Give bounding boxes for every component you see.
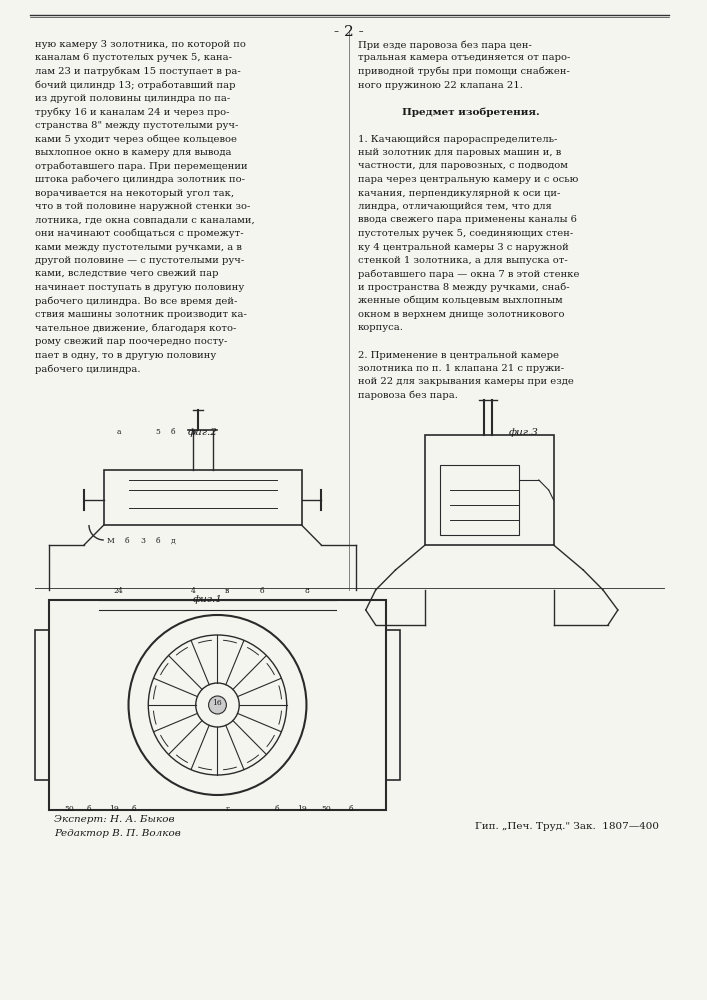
Text: 3: 3 — [141, 537, 146, 545]
Text: из другой половины цилиндра по па-: из другой половины цилиндра по па- — [35, 94, 230, 103]
Text: пает в одну, то в другую половину: пает в одну, то в другую половину — [35, 351, 216, 360]
Text: б: б — [259, 587, 264, 595]
Text: рабочего цилиндра. Во все время дей-: рабочего цилиндра. Во все время дей- — [35, 296, 237, 306]
Text: r: r — [226, 805, 229, 813]
Text: 24: 24 — [114, 587, 124, 595]
Text: ками между пустотелыми ручками, а в: ками между пустотелыми ручками, а в — [35, 242, 242, 251]
Text: 16: 16 — [213, 699, 223, 707]
Text: Гип. „Печ. Труд." Зак.  1807—400: Гип. „Печ. Труд." Зак. 1807—400 — [474, 822, 658, 831]
Text: в: в — [226, 587, 230, 595]
Text: рому свежий пар поочередно посту-: рому свежий пар поочередно посту- — [35, 337, 227, 346]
Text: бочий цилиндр 13; отработавший пар: бочий цилиндр 13; отработавший пар — [35, 81, 235, 90]
Text: а: а — [117, 428, 121, 436]
Text: ворачивается на некоторый угол так,: ворачивается на некоторый угол так, — [35, 188, 234, 198]
Text: штока рабочего цилиндра золотник по-: штока рабочего цилиндра золотник по- — [35, 175, 245, 184]
Text: б: б — [124, 537, 129, 545]
Text: 2. Применение в центральной камере: 2. Применение в центральной камере — [358, 351, 559, 360]
Text: и пространства 8 между ручками, снаб-: и пространства 8 между ручками, снаб- — [358, 283, 570, 292]
Text: Эксперт: Н. А. Быков: Эксперт: Н. А. Быков — [54, 815, 175, 824]
Text: ствия машины золотник производит ка-: ствия машины золотник производит ка- — [35, 310, 247, 319]
Text: ную камеру 3 золотника, по которой по: ную камеру 3 золотника, по которой по — [35, 40, 245, 49]
Text: странства 8" между пустотелыми руч-: странства 8" между пустотелыми руч- — [35, 121, 238, 130]
Text: фиг.3: фиг.3 — [509, 428, 539, 437]
Text: начинает поступать в другую половину: начинает поступать в другую половину — [35, 283, 244, 292]
Text: 5: 5 — [156, 428, 160, 436]
Text: тральная камера отъединяется от паро-: тральная камера отъединяется от паро- — [358, 53, 571, 62]
Text: паровоза без пара.: паровоза без пара. — [358, 391, 457, 400]
Text: б: б — [131, 805, 136, 813]
Text: б: б — [156, 537, 160, 545]
Text: стенкой 1 золотника, а для выпуска от-: стенкой 1 золотника, а для выпуска от- — [358, 256, 568, 265]
Text: лотника, где окна совпадали с каналами,: лотника, где окна совпадали с каналами, — [35, 216, 255, 225]
Text: корпуса.: корпуса. — [358, 324, 404, 332]
Bar — [440, 465, 519, 535]
Text: ный золотник для паровых машин и, в: ный золотник для паровых машин и, в — [358, 148, 561, 157]
Text: выхлопное окно в камеру для вывода: выхлопное окно в камеру для вывода — [35, 148, 231, 157]
Text: Редактор В. П. Волков: Редактор В. П. Волков — [54, 829, 181, 838]
Text: фиг.2: фиг.2 — [188, 428, 218, 437]
Ellipse shape — [209, 696, 226, 714]
Bar — [385, 630, 400, 780]
Text: д: д — [170, 537, 175, 545]
Text: ного пружиною 22 клапана 21.: ного пружиною 22 клапана 21. — [358, 81, 522, 90]
Text: М: М — [107, 537, 115, 545]
Bar — [104, 470, 301, 525]
Text: ной 22 для закрывания камеры при езде: ной 22 для закрывания камеры при езде — [358, 377, 574, 386]
Text: б: б — [170, 428, 175, 436]
Text: 19: 19 — [109, 805, 119, 813]
Text: отработавшего пара. При перемещении: отработавшего пара. При перемещении — [35, 161, 247, 171]
Text: 1. Качающийся парораспределитель-: 1. Качающийся парораспределитель- — [358, 134, 557, 143]
Text: 50: 50 — [322, 805, 331, 813]
Text: золотника по п. 1 клапана 21 с пружи-: золотника по п. 1 клапана 21 с пружи- — [358, 364, 564, 373]
Text: частности, для паровозных, с подводом: частности, для паровозных, с подводом — [358, 161, 568, 170]
Bar — [425, 435, 554, 545]
Text: ками, вследствие чего свежий пар: ками, вследствие чего свежий пар — [35, 269, 218, 278]
Text: каналам 6 пустотелых ручек 5, кана-: каналам 6 пустотелых ручек 5, кана- — [35, 53, 232, 62]
Bar — [49, 600, 385, 810]
Text: д: д — [190, 428, 195, 436]
Text: приводной трубы при помощи снабжен-: приводной трубы при помощи снабжен- — [358, 67, 570, 77]
Text: б: б — [87, 805, 91, 813]
Text: лам 23 и патрубкам 15 поступает в ра-: лам 23 и патрубкам 15 поступает в ра- — [35, 67, 240, 77]
Text: трубку 16 и каналам 24 и через про-: трубку 16 и каналам 24 и через про- — [35, 107, 229, 117]
Text: - 2 -: - 2 - — [334, 25, 364, 39]
Text: что в той половине наружной стенки зо-: что в той половине наружной стенки зо- — [35, 202, 250, 211]
Bar — [35, 630, 49, 780]
Text: качания, перпендикулярной к оси ци-: качания, перпендикулярной к оси ци- — [358, 188, 560, 198]
Text: чательное движение, благодаря кото-: чательное движение, благодаря кото- — [35, 324, 236, 333]
Text: пара через центральную камеру и с осью: пара через центральную камеру и с осью — [358, 175, 578, 184]
Text: женные общим кольцевым выхлопным: женные общим кольцевым выхлопным — [358, 296, 563, 306]
Text: Предмет изобретения.: Предмет изобретения. — [402, 107, 540, 117]
Text: другой половине — с пустотелыми руч-: другой половине — с пустотелыми руч- — [35, 256, 244, 265]
Text: б: б — [274, 805, 279, 813]
Text: ввода свежего пара применены каналы 6: ввода свежего пара применены каналы 6 — [358, 216, 577, 225]
Text: рабочего цилиндра.: рабочего цилиндра. — [35, 364, 140, 373]
Text: 4: 4 — [190, 587, 195, 595]
Text: ками 5 уходит через общее кольцевое: ками 5 уходит через общее кольцевое — [35, 134, 237, 144]
Text: ку 4 центральной камеры 3 с наружной: ку 4 центральной камеры 3 с наружной — [358, 242, 568, 251]
Text: пустотелых ручек 5, соединяющих стен-: пустотелых ручек 5, соединяющих стен- — [358, 229, 573, 238]
Text: фиг.1: фиг.1 — [193, 595, 223, 604]
Text: они начинают сообщаться с промежут-: они начинают сообщаться с промежут- — [35, 229, 243, 238]
Text: 8: 8 — [304, 587, 309, 595]
Text: б: б — [349, 805, 354, 813]
Text: линдра, отличающийся тем, что для: линдра, отличающийся тем, что для — [358, 202, 551, 211]
Text: окном в верхнем днище золотникового: окном в верхнем днище золотникового — [358, 310, 564, 319]
Text: При езде паровоза без пара цен-: При езде паровоза без пара цен- — [358, 40, 532, 49]
Text: работавшего пара — окна 7 в этой стенке: работавшего пара — окна 7 в этой стенке — [358, 269, 579, 279]
Text: 19: 19 — [297, 805, 306, 813]
Text: 50: 50 — [64, 805, 74, 813]
